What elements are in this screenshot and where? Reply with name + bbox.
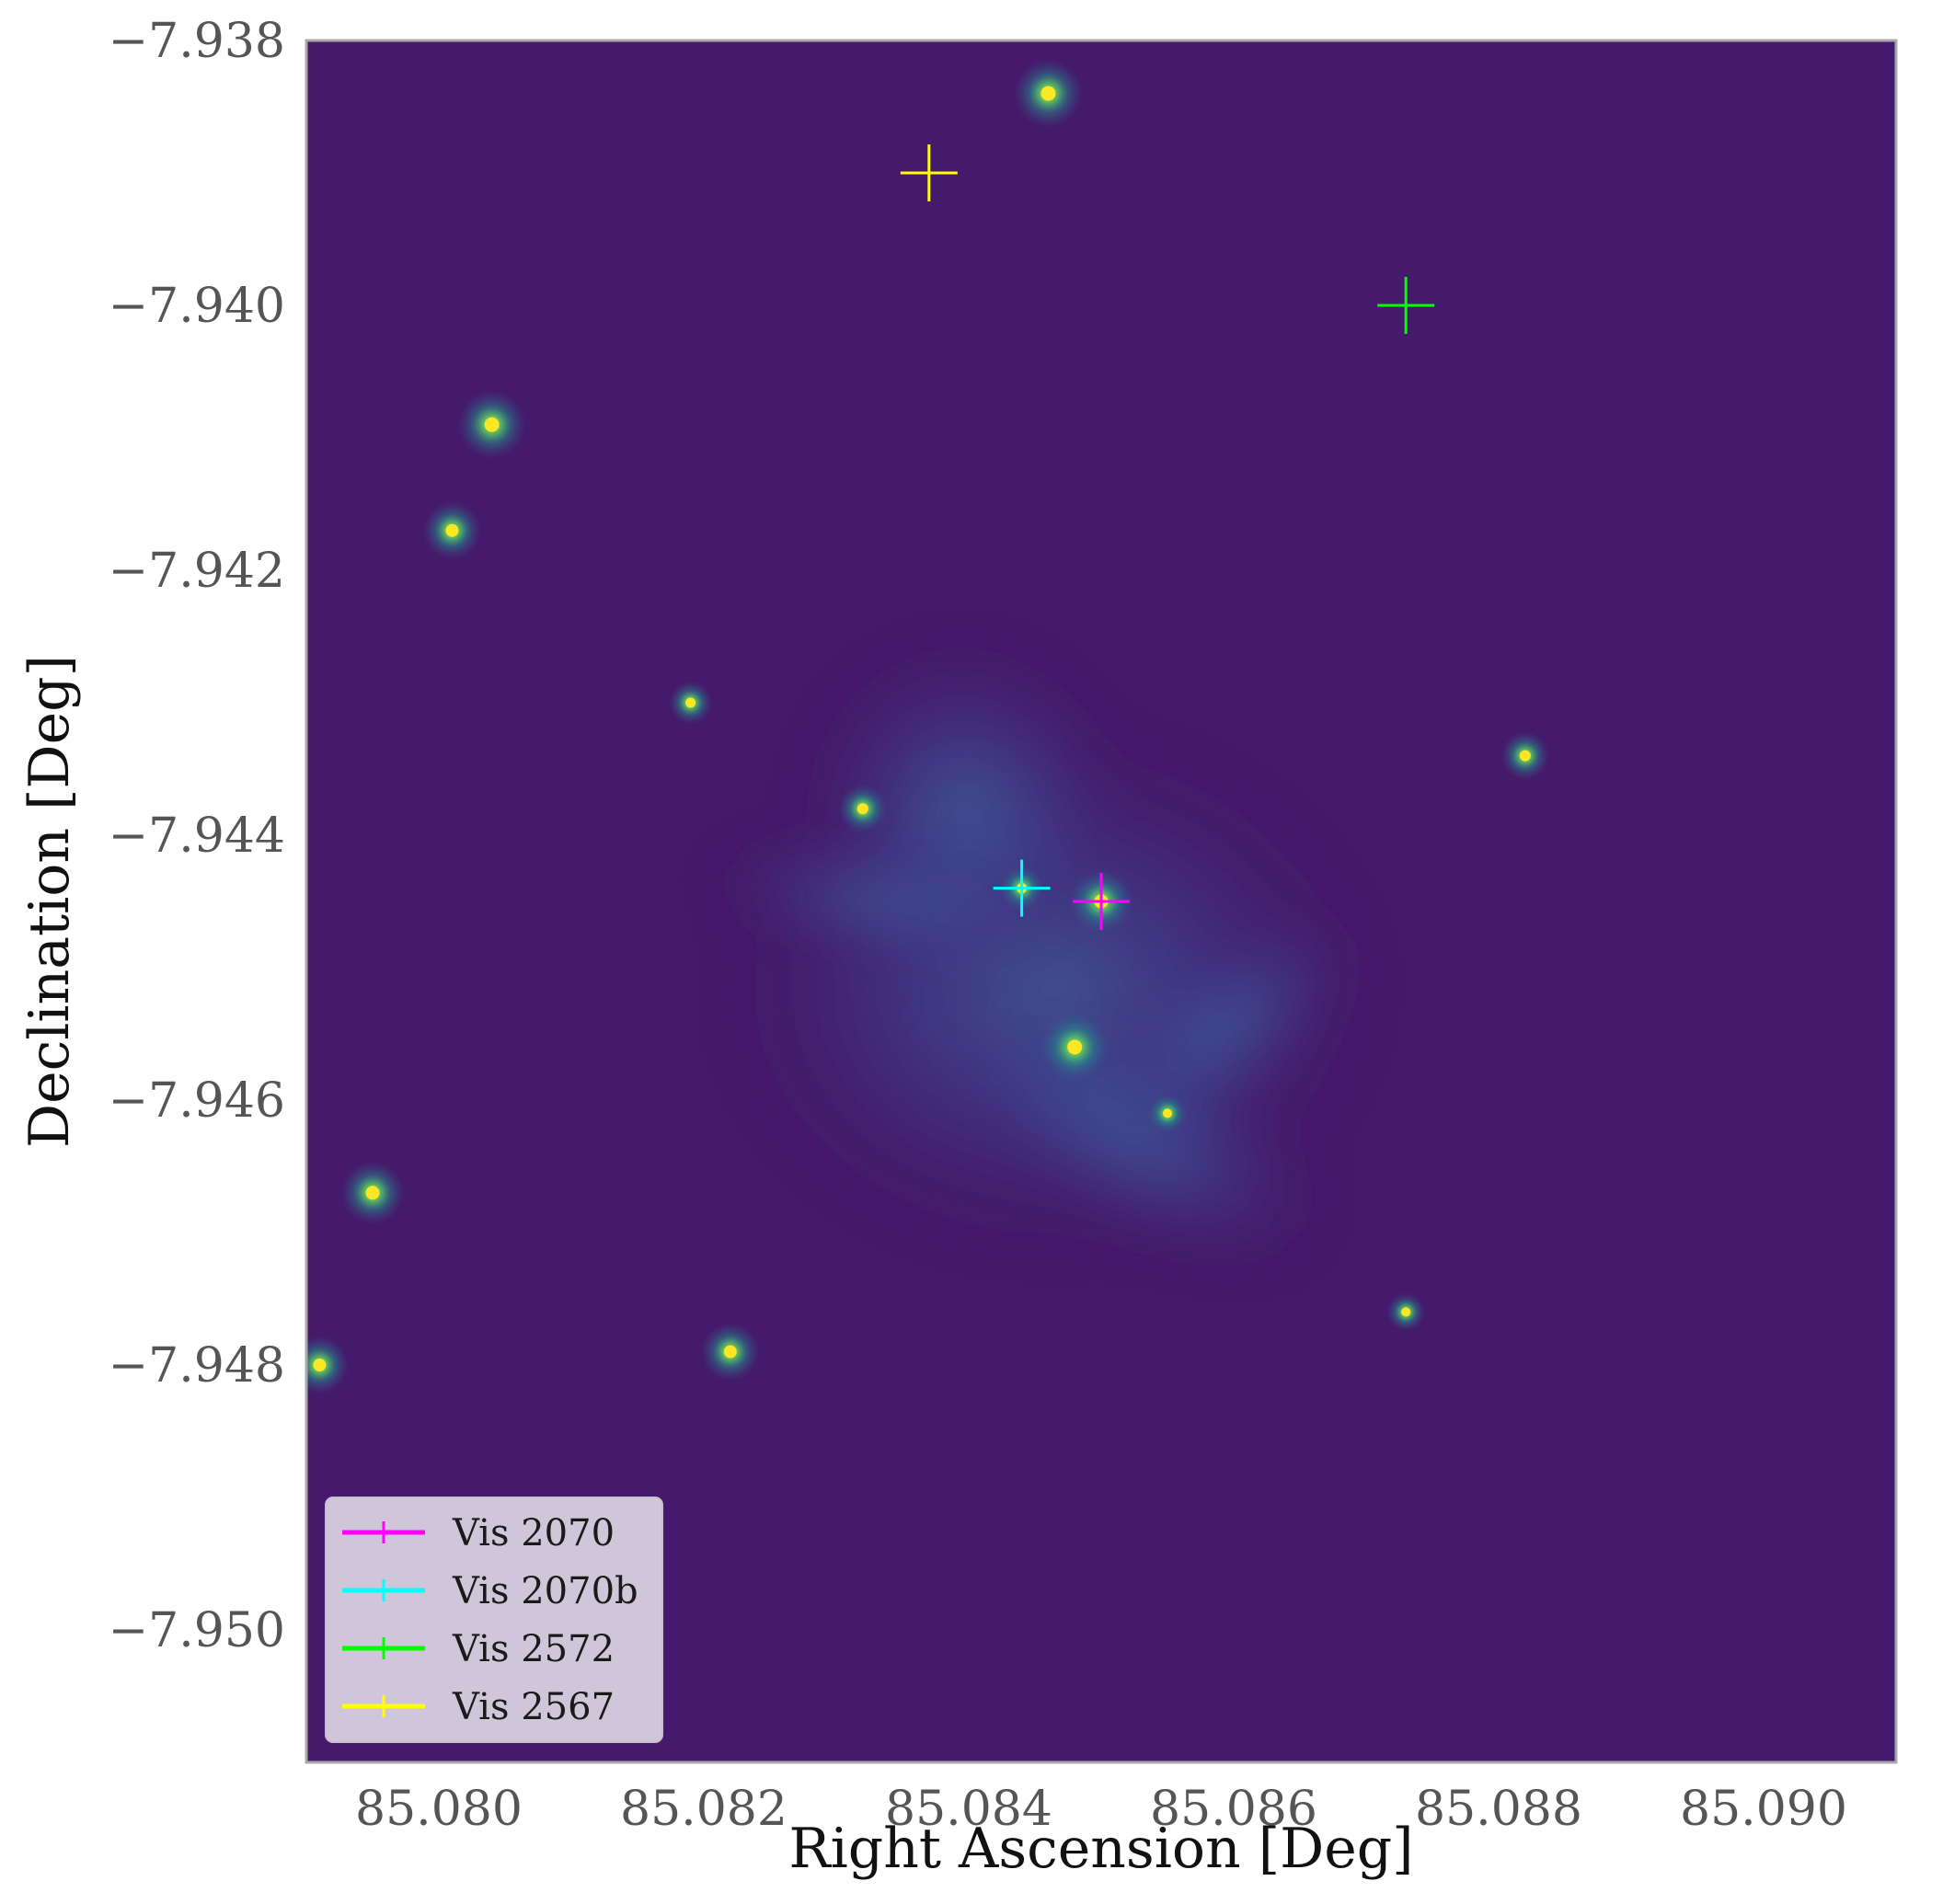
star-core — [445, 523, 459, 537]
nebula — [700, 636, 1380, 1273]
star-source — [306, 1335, 350, 1395]
marker-vis-2567 — [900, 144, 958, 201]
star-core — [484, 417, 500, 432]
legend-entries: Vis 2070 Vis 2070b Vis 2572 Vis 2567 — [342, 1512, 638, 1728]
y-tick-label: −7.938 — [109, 14, 285, 69]
y-tick-label: −7.948 — [109, 1338, 285, 1394]
star-core — [723, 1345, 737, 1359]
sky-image — [306, 58, 1550, 1395]
legend-entry: Vis 2572 — [342, 1628, 615, 1670]
legend-label: Vis 2572 — [452, 1628, 615, 1670]
legend-box — [325, 1497, 663, 1743]
x-tick-label: 85.084 — [885, 1782, 1052, 1837]
plot-frame — [305, 39, 1898, 1764]
y-tick-label: −7.946 — [109, 1073, 285, 1129]
marker-vis-2572 — [1377, 277, 1435, 334]
star-core — [857, 803, 868, 815]
y-tick-label: −7.942 — [109, 544, 285, 599]
stars — [306, 58, 1550, 1395]
x-tick-label: 85.088 — [1415, 1782, 1582, 1837]
markers — [900, 144, 1435, 930]
y-axis-title: Declination [Deg] — [17, 655, 82, 1148]
x-tick-label: 85.082 — [620, 1782, 788, 1837]
legend-label: Vis 2070b — [452, 1570, 638, 1612]
x-tick-label: 85.080 — [355, 1782, 523, 1837]
star-core — [313, 1359, 327, 1371]
star-core — [685, 697, 696, 708]
y-tick-label: −7.950 — [109, 1603, 285, 1658]
star-core — [1401, 1307, 1411, 1317]
legend-label: Vis 2567 — [452, 1686, 615, 1728]
star-core — [365, 1186, 380, 1200]
y-tick-label: −7.944 — [109, 809, 285, 864]
marker-vis-2070 — [1073, 873, 1130, 930]
legend-label: Vis 2070 — [452, 1512, 615, 1554]
star-core — [1040, 86, 1056, 101]
legend: Vis 2070 Vis 2070b Vis 2572 Vis 2567 — [325, 1497, 663, 1743]
plot-area — [305, 39, 1898, 1764]
y-axis: −7.938 −7.940 −7.942 −7.944 −7.946 −7.948 −7.9… — [109, 14, 285, 1658]
legend-entry: Vis 2070 — [342, 1512, 615, 1554]
x-tick-label: 85.090 — [1680, 1782, 1847, 1837]
x-axis: 85.080 85.082 85.084 85.086 85.088 85.090 — [355, 1782, 1847, 1837]
star-core — [1163, 1108, 1172, 1118]
y-tick-label: −7.940 — [109, 279, 285, 334]
legend-entry: Vis 2567 — [342, 1686, 615, 1728]
marker-vis-2070b — [993, 859, 1051, 917]
x-axis-title: Right Ascension [Deg] — [788, 1817, 1413, 1881]
x-tick-label: 85.086 — [1150, 1782, 1317, 1837]
legend-entry: Vis 2070b — [342, 1570, 638, 1612]
star-core — [1519, 750, 1531, 762]
star-core — [1067, 1039, 1083, 1055]
